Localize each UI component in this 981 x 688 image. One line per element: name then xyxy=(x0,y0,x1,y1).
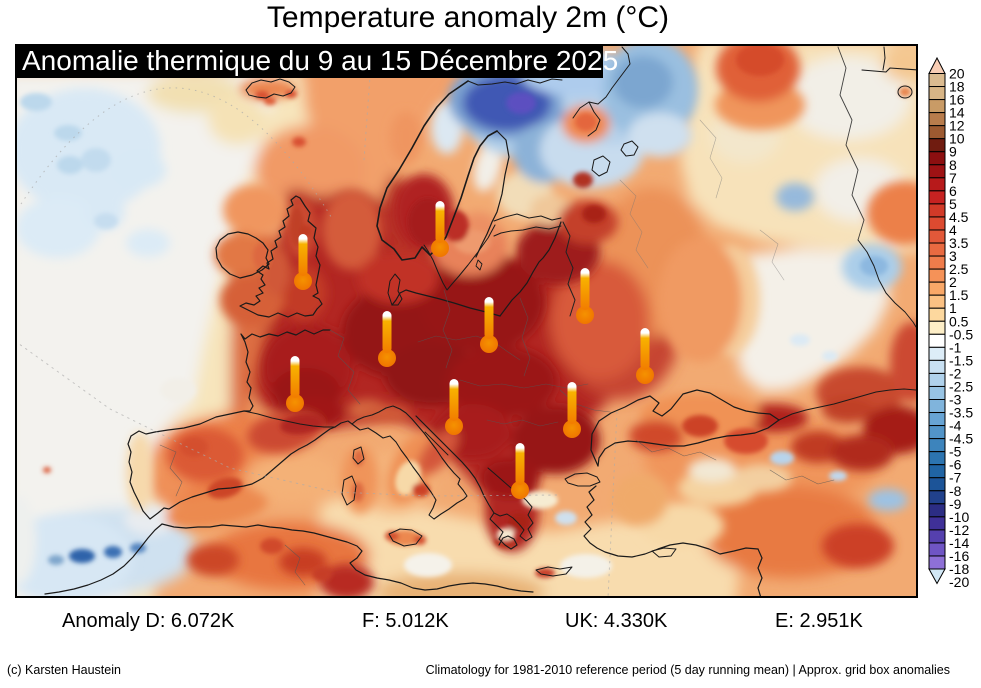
svg-text:-3: -3 xyxy=(949,392,962,408)
svg-text:-4: -4 xyxy=(949,418,962,434)
svg-text:-10: -10 xyxy=(949,509,969,525)
svg-text:9: 9 xyxy=(949,144,957,160)
svg-text:4.5: 4.5 xyxy=(949,209,969,225)
svg-text:-5: -5 xyxy=(949,444,962,460)
svg-text:-2: -2 xyxy=(949,365,962,381)
svg-text:0.5: 0.5 xyxy=(949,313,969,329)
svg-text:10: 10 xyxy=(949,131,965,147)
svg-text:3: 3 xyxy=(949,248,957,264)
svg-text:-0.5: -0.5 xyxy=(949,326,973,342)
svg-text:-20: -20 xyxy=(949,574,969,590)
svg-text:-1: -1 xyxy=(949,339,962,355)
svg-text:4: 4 xyxy=(949,222,957,238)
svg-text:12: 12 xyxy=(949,118,965,134)
svg-text:2.5: 2.5 xyxy=(949,261,969,277)
svg-text:-7: -7 xyxy=(949,470,962,486)
svg-text:-3.5: -3.5 xyxy=(949,405,973,421)
svg-text:-8: -8 xyxy=(949,483,962,499)
svg-text:5: 5 xyxy=(949,196,957,212)
svg-text:16: 16 xyxy=(949,92,965,108)
svg-text:1: 1 xyxy=(949,300,957,316)
svg-text:-2.5: -2.5 xyxy=(949,378,973,394)
svg-text:-18: -18 xyxy=(949,561,969,577)
svg-text:20: 20 xyxy=(949,66,965,82)
svg-text:6: 6 xyxy=(949,183,957,199)
svg-text:18: 18 xyxy=(949,79,965,95)
svg-text:-14: -14 xyxy=(949,535,969,551)
svg-text:3.5: 3.5 xyxy=(949,235,969,251)
svg-text:-9: -9 xyxy=(949,496,962,512)
svg-text:-4.5: -4.5 xyxy=(949,431,973,447)
svg-text:2: 2 xyxy=(949,274,957,290)
svg-text:-16: -16 xyxy=(949,548,969,564)
svg-text:14: 14 xyxy=(949,105,965,121)
svg-text:8: 8 xyxy=(949,157,957,173)
svg-text:-12: -12 xyxy=(949,522,969,538)
svg-text:7: 7 xyxy=(949,170,957,186)
svg-text:-1.5: -1.5 xyxy=(949,352,973,368)
svg-text:-6: -6 xyxy=(949,457,962,473)
svg-text:1.5: 1.5 xyxy=(949,287,969,303)
